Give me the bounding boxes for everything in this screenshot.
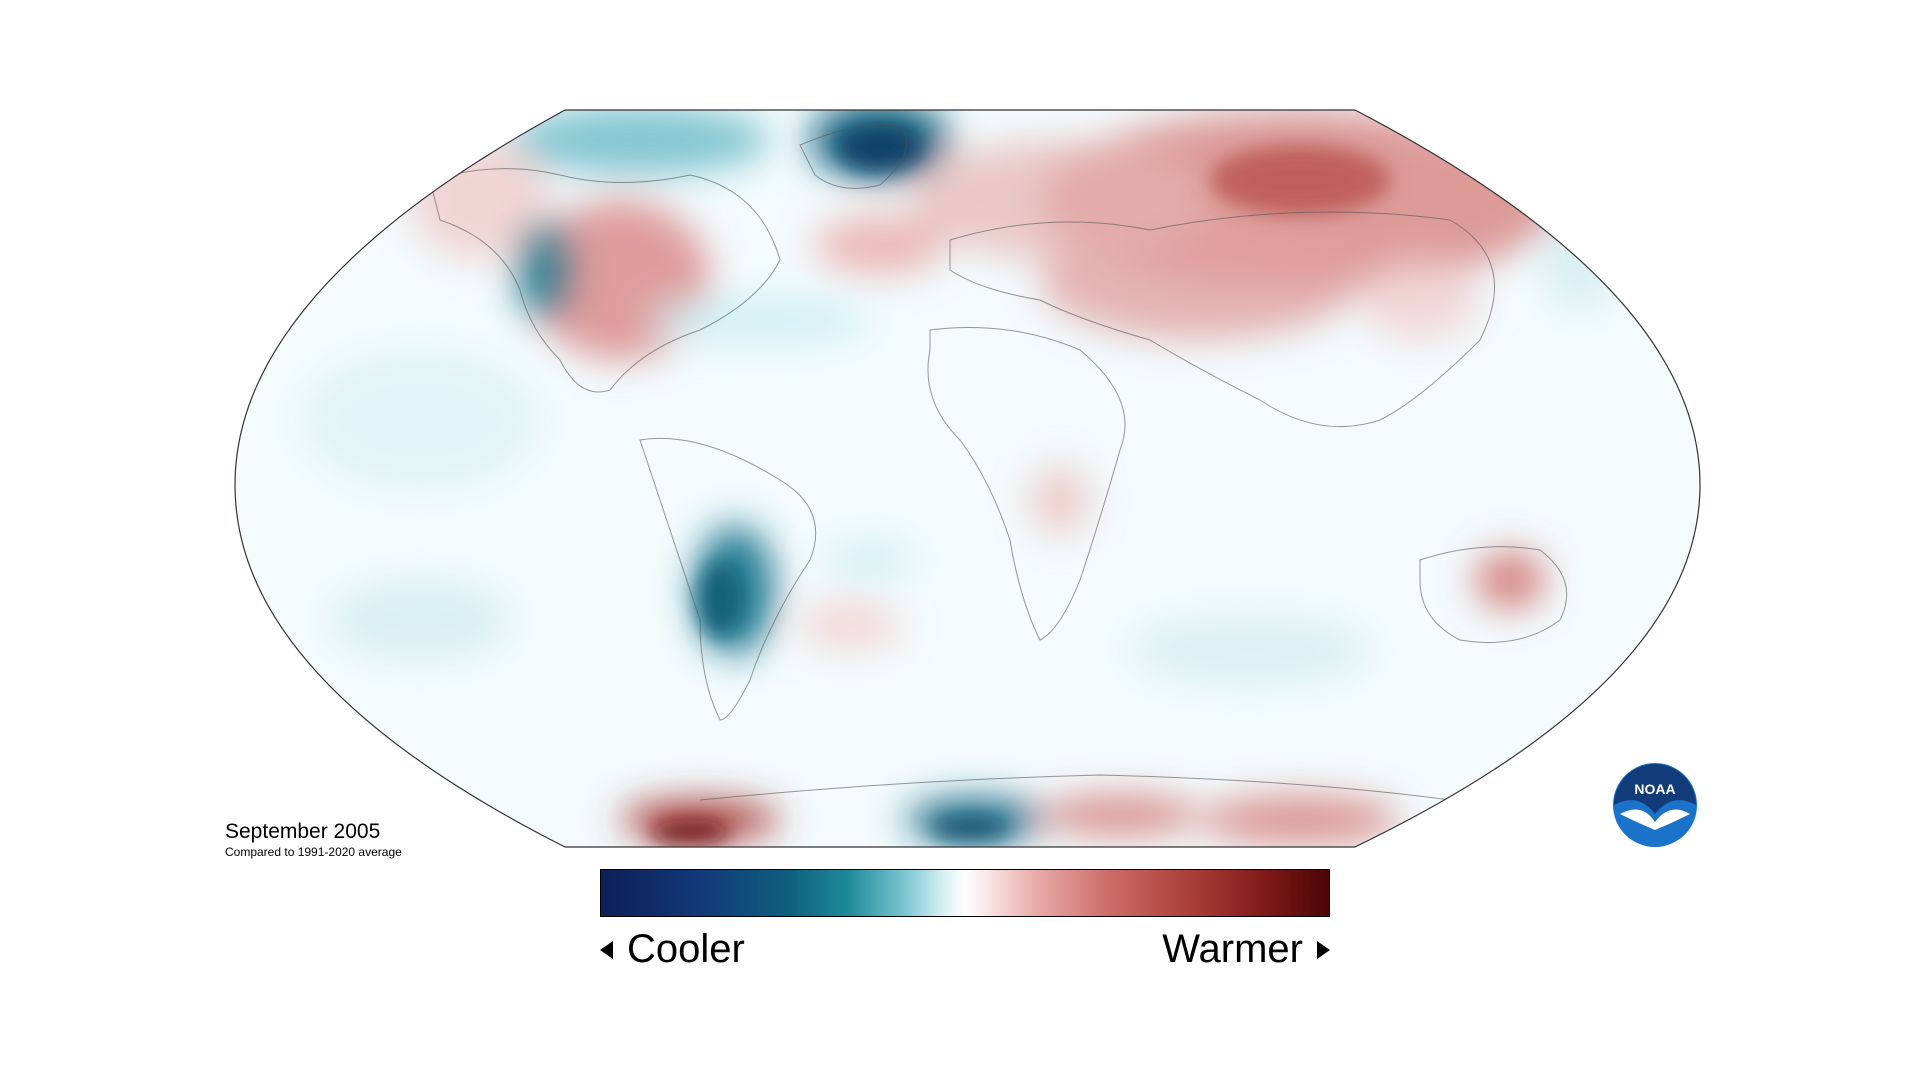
legend-warmer: Warmer — [1162, 927, 1330, 972]
noaa-logo-text: NOAA — [1634, 781, 1675, 797]
map-subtitle: Compared to 1991-2020 average — [225, 845, 402, 859]
legend-cooler-label: Cooler — [627, 927, 745, 971]
anomaly-field — [235, 110, 1700, 847]
triangle-left-icon — [600, 940, 613, 959]
legend-warmer-label: Warmer — [1162, 927, 1303, 971]
map-caption: September 2005 Compared to 1991-2020 ave… — [225, 820, 402, 860]
colorbar — [600, 869, 1330, 917]
map-date: September 2005 — [225, 820, 381, 843]
noaa-logo-icon: NOAA — [1613, 763, 1697, 847]
color-legend: Cooler Warmer — [600, 869, 1330, 983]
continent-outlines — [429, 123, 1568, 801]
triangle-right-icon — [1317, 940, 1330, 959]
legend-cooler: Cooler — [600, 927, 745, 972]
globe-outline — [234, 109, 1701, 848]
